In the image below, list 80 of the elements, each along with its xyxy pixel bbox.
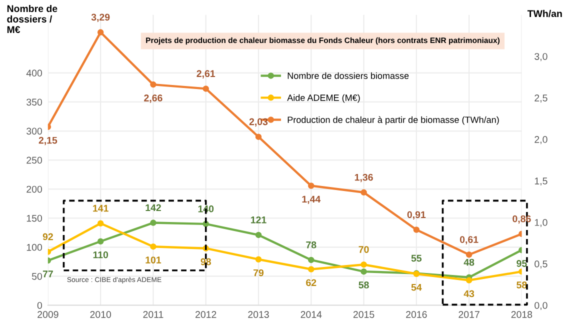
x-tick-label: 2015 xyxy=(353,311,374,318)
x-tick-label: 2010 xyxy=(90,311,112,318)
data-label: 54 xyxy=(411,284,422,291)
point xyxy=(360,189,367,196)
y2-tick-label: 1,0 xyxy=(534,219,548,228)
y-tick-label: 250 xyxy=(26,156,42,164)
x-tick-label: 2016 xyxy=(406,311,427,318)
data-label: 78 xyxy=(306,241,316,248)
y2-tick-label: 3,0 xyxy=(534,53,548,62)
point xyxy=(308,256,314,264)
data-label: 77 xyxy=(42,270,53,278)
point xyxy=(97,29,104,36)
data-label: 62 xyxy=(306,279,316,286)
data-label: 1,36 xyxy=(354,174,373,182)
y2-tick-label: 2,0 xyxy=(534,136,548,144)
data-label: 0,61 xyxy=(460,236,478,244)
point xyxy=(255,256,262,262)
point xyxy=(466,277,472,284)
y-tick-label: 400 xyxy=(26,70,42,77)
x-tick-label: 2012 xyxy=(196,311,216,318)
point xyxy=(202,86,209,92)
legend-label: Nombre de dossiers biomasse xyxy=(288,72,409,79)
point xyxy=(150,220,156,226)
y2-tick-label: 1,5 xyxy=(534,178,548,186)
x-tick-label: 2014 xyxy=(300,311,322,318)
data-label: 2,61 xyxy=(196,70,216,78)
point xyxy=(150,81,156,88)
data-label: 48 xyxy=(464,258,474,266)
x-tick-label: 2009 xyxy=(38,311,58,318)
point xyxy=(255,232,262,238)
x-tick-label: 2013 xyxy=(248,311,269,318)
y-tick-label: 300 xyxy=(26,128,42,135)
point xyxy=(466,252,472,258)
data-label: 95 xyxy=(516,260,527,267)
data-label: 1,44 xyxy=(302,196,321,204)
point xyxy=(150,243,156,250)
data-label: 121 xyxy=(251,216,266,224)
y2-tick-label: 2,5 xyxy=(534,94,548,103)
data-label: 101 xyxy=(146,256,162,264)
y-tick-label: 50 xyxy=(32,272,42,280)
data-label: 3,29 xyxy=(91,14,110,22)
point xyxy=(255,134,262,140)
point xyxy=(308,266,314,272)
data-label: 58 xyxy=(516,282,527,288)
data-label: 98 xyxy=(200,258,211,266)
data-label: 2,66 xyxy=(144,94,162,103)
data-label: 110 xyxy=(93,251,108,258)
y-axis-title: Nombre de dossiers / M€ xyxy=(7,4,58,34)
y2-tick-label: 0,5 xyxy=(534,260,548,269)
data-label: 43 xyxy=(464,290,474,298)
x-tick-label: 2018 xyxy=(511,311,532,318)
legend-label: Aide ADEME (M€) xyxy=(287,94,360,103)
y2-axis-title: TWh/an xyxy=(527,10,562,18)
data-label: 70 xyxy=(358,246,369,253)
data-label: 141 xyxy=(93,204,108,212)
y-tick-label: 200 xyxy=(26,186,42,193)
data-label: 2,15 xyxy=(38,136,58,146)
x-tick-label: 2017 xyxy=(458,311,480,318)
y-tick-label: 350 xyxy=(26,98,42,106)
point xyxy=(308,182,314,189)
data-label: 58 xyxy=(358,282,369,288)
data-label: 140 xyxy=(198,205,214,212)
point xyxy=(413,226,420,233)
data-label: 2,03 xyxy=(249,118,268,127)
data-label: 79 xyxy=(254,269,264,276)
data-label: 55 xyxy=(411,254,422,262)
data-label: 92 xyxy=(42,233,53,240)
data-label: 0,91 xyxy=(407,211,426,220)
y-tick-label: 100 xyxy=(26,244,42,251)
data-label: 0,86 xyxy=(512,215,531,224)
y-tick-label: 0 xyxy=(37,302,42,309)
y2-tick-label: 0,0 xyxy=(534,302,548,310)
y-tick-label: 150 xyxy=(26,214,42,222)
point xyxy=(360,268,367,275)
legend-label: Production de chaleur à partir de biomasse (TWh/an) xyxy=(288,116,499,125)
point xyxy=(97,220,104,226)
x-tick-label: 2011 xyxy=(143,311,164,318)
data-label: 142 xyxy=(146,204,161,212)
point xyxy=(97,238,104,244)
point xyxy=(360,261,367,268)
